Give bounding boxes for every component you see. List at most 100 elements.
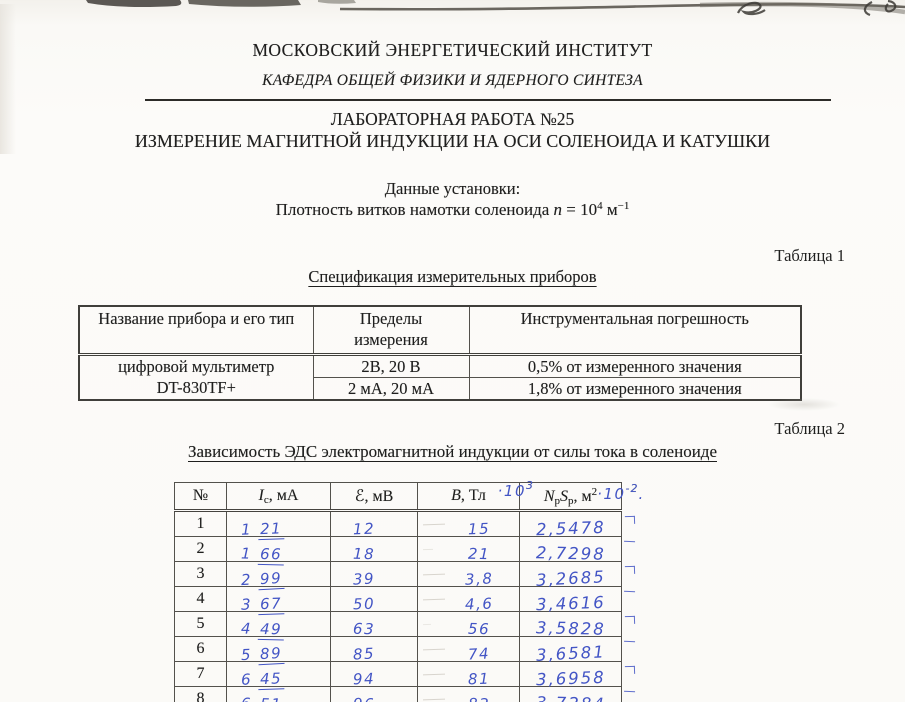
current-unit: , мА [268,486,299,504]
pencil-mark [422,673,446,676]
range-cell: 2 мА, 20 мА [312,377,470,401]
department-title: КАФЕДРА ОБЩЕЙ ФИЗИКИ И ЯДЕРНОГО СИНТЕЗА [262,72,643,89]
signature-squiggle [863,0,897,17]
table-row: 2 мА, 20 мА 1,8% от измеренного значения [79,377,802,401]
ink-tick [623,690,636,696]
npsp-unit-exp: 2 [591,485,598,498]
handwritten-value: 74 [467,643,491,664]
cell-num: 3 [174,561,227,587]
handwritten-value: 4,6 [464,594,494,613]
cell-npsp: 3,4616 [519,586,636,614]
cell-induction: 74 [417,636,520,664]
emf-unit: , мВ [364,488,394,505]
setup-equals: = 10 [562,200,598,219]
setup-parameters: Плотность витков намотки соленоида n = 1… [0,200,905,220]
cell-num: 2 [174,536,227,562]
cell-npsp: 2,5478 [519,510,636,539]
npsp-header: NpSp, м2·10-2 . [543,482,643,507]
hand-factor: ·10 [597,484,626,503]
handwritten-value: 651 [241,694,285,702]
cell-current: 5 89 [226,636,331,665]
col-instrument-error: Инструментальная погрешность [468,305,802,356]
handwritten-value: 96 [353,694,375,702]
setup-text: Плотность витков намотки соленоида [275,200,554,219]
cell-current: 3 67 [226,586,331,615]
cell-current: 651 [226,686,331,702]
table-header-row: № Ic, мА ℰ, мВ B, Тл ·103 NpSp, м2·10-2 . [174,479,643,512]
cell-num: 6 [174,636,227,662]
col-npsp: NpSp, м2·10-2 . [519,482,643,512]
handwritten-value: 18 [352,544,376,563]
table1-caption: Таблица 1 [774,246,845,265]
cell-current: 6 45 [226,661,331,690]
hand-tail: . [638,484,645,503]
handwritten-value: 56 [467,619,491,638]
col-induction: B, Тл ·103 [417,479,533,512]
handwritten-value: 3 67 [241,593,285,615]
handwritten-value: 81 [467,669,491,688]
table1-title: Спецификация измерительных приборов [308,267,597,286]
cell-emf: 63 [330,611,418,638]
handwritten-value: 21 [467,544,491,563]
table-row: 5 4 49 63 56 3,5828 [174,611,636,640]
cell-num: 8 [174,686,227,702]
col-emf: ℰ, мВ [330,482,418,512]
range-cell: 2В, 20 В [312,354,470,378]
ink-tick [624,665,636,675]
cell-emf: 94 [330,661,418,688]
pencil-mark [422,523,446,526]
cell-emf: 12 [330,510,418,538]
table2-caption: Таблица 2 [774,419,845,438]
emf-symbol: ℰ [354,486,365,505]
pencil-mark [422,698,446,701]
cell-npsp: 2,7298 [519,536,636,564]
institute-title: МОСКОВСКИЙ ЭНЕРГЕТИЧЕСКИЙ ИНСТИТУТ [252,40,653,60]
cell-induction: 21 [417,536,520,563]
table-row: 3 2 99 39 3,8 3,2685 [174,561,636,590]
handwritten-value: 85 [352,643,376,664]
cell-current: 1 66 [226,536,331,565]
handwritten-value: 12 [352,519,376,538]
col-range-line2: измерения [354,330,428,349]
cell-induction: 4,6 [417,586,520,613]
hand-factor: ·10 [497,482,526,500]
handwritten-exponent: ·10-2 . [597,482,645,504]
cell-npsp: 3,7284 [519,686,636,702]
cell-emf: 50 [330,586,418,613]
ink-tick [624,615,636,625]
cell-induction: 3,8 [417,561,520,588]
instruments-table: Название прибора и его тип Пределы измер… [78,305,802,401]
signature-squiggle [736,1,766,16]
handwritten-value: 39 [352,568,376,589]
cell-emf: 96 [330,686,418,702]
hand-exponent: -2 [625,481,639,495]
setup-unit: м [602,200,618,219]
pencil-mark [422,573,446,576]
unit-exponent: −1 [617,200,630,212]
lab-work-title: ЛАБОРАТОРНАЯ РАБОТА №25 [330,109,575,129]
n-exponent: 4 [597,200,603,212]
col-number: № [174,482,227,512]
col-measure-range: Пределы измерения [312,305,470,356]
ink-tick [623,540,636,546]
cell-npsp: 3,5828 [519,611,636,639]
cell-num: 1 [174,510,227,537]
col-device-name: Название прибора и его тип [78,305,314,356]
induction-symbol: B [451,487,461,504]
table-header-row: Название прибора и его тип Пределы измер… [78,305,802,356]
ink-tick [623,640,636,646]
cell-num: 7 [174,661,227,687]
table-row: 1 1 21 12 15 2,5478 [174,510,636,540]
sp-symbol: S [560,487,569,505]
cell-induction: 82 [417,686,520,702]
table-row: 6 5 89 85 74 3,6581 [174,636,636,665]
device-model: DT-830TF+ [156,378,236,397]
pencil-mark [422,548,434,551]
handwritten-value: 63 [352,619,376,638]
sp-subscript: p [568,494,574,507]
current-symbol: I [258,486,264,504]
ink-tick [623,590,636,596]
lab-work-subtitle: ИЗМЕРЕНИЕ МАГНИТНОЙ ИНДУКЦИИ НА ОСИ СОЛЕ… [134,131,771,151]
table-row: 8 651 96 82 3,7284 [174,686,636,702]
np-symbol: N [543,487,555,505]
